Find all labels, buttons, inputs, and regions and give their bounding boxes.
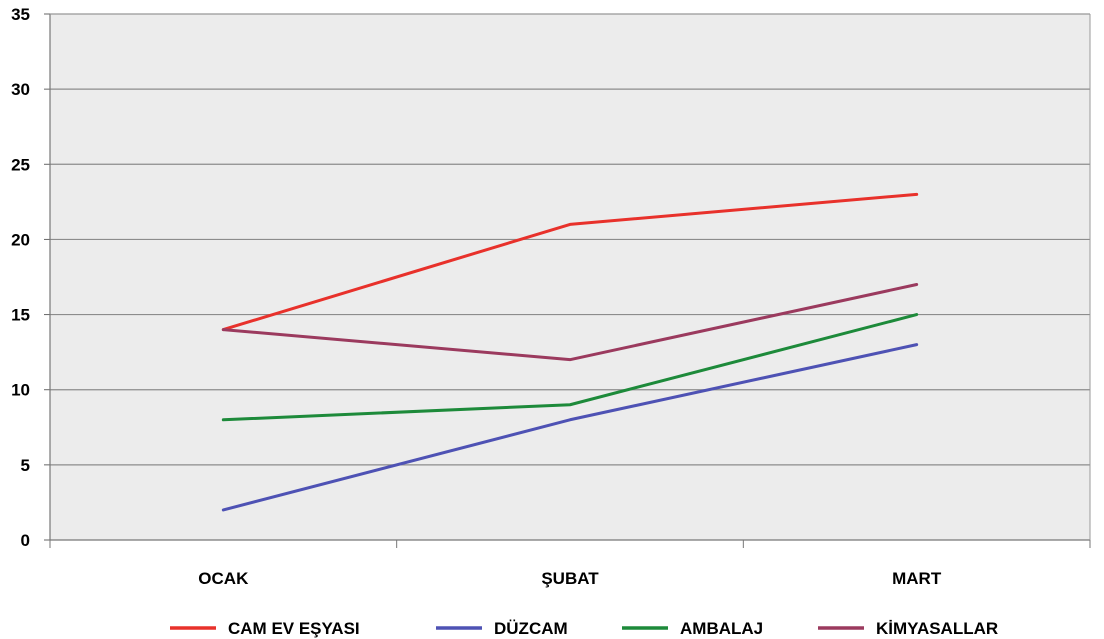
series-line xyxy=(221,192,919,332)
legend-label: AMBALAJ xyxy=(680,619,763,638)
axes xyxy=(49,13,1091,548)
legend-label: KİMYASALLAR xyxy=(876,619,998,638)
x-tick-labels: OCAK ŞUBAT MART xyxy=(198,569,942,588)
legend-label: CAM EV EŞYASI xyxy=(228,619,360,638)
x-tick-label: OCAK xyxy=(198,569,249,588)
y-tick-labels: 0 5 10 15 20 25 30 35 xyxy=(11,5,30,550)
y-tick-label: 35 xyxy=(11,5,30,24)
legend-label: DÜZCAM xyxy=(494,619,568,638)
y-tick-label: 0 xyxy=(21,531,30,550)
x-tick-label: ŞUBAT xyxy=(541,569,599,588)
y-tick-label: 25 xyxy=(11,155,30,174)
y-tick-label: 15 xyxy=(11,306,30,325)
series-line xyxy=(221,313,919,422)
y-tick-label: 10 xyxy=(11,381,30,400)
legend: CAM EV EŞYASI DÜZCAM AMBALAJ KİMYASALLAR xyxy=(170,619,998,638)
y-tick-label: 5 xyxy=(21,456,30,475)
y-tick-label: 30 xyxy=(11,80,30,99)
series-line xyxy=(221,283,919,362)
series-line xyxy=(221,343,919,512)
y-tick-label: 20 xyxy=(11,230,30,249)
x-tick-label: MART xyxy=(892,569,942,588)
plot-area xyxy=(50,14,1090,540)
series-lines xyxy=(221,192,919,512)
